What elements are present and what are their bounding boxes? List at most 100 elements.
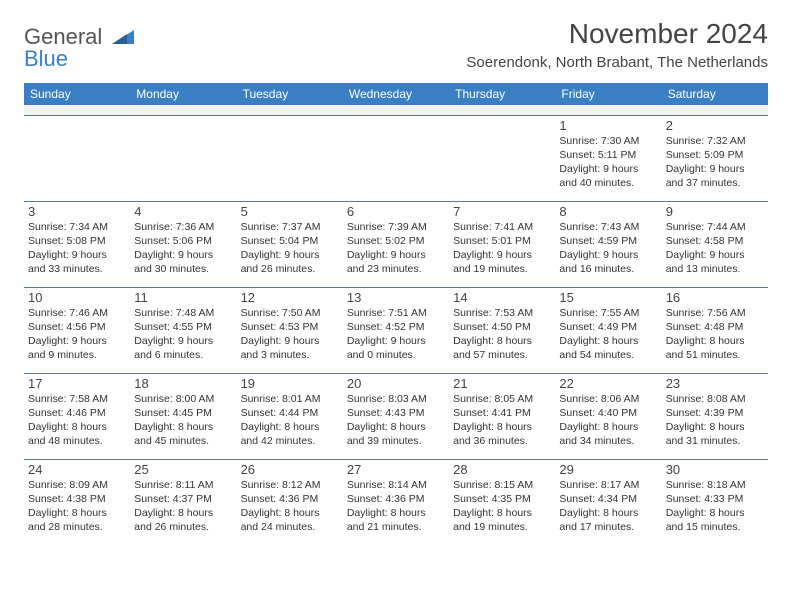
calendar-day-cell: 5Sunrise: 7:37 AMSunset: 5:04 PMDaylight… <box>237 201 343 287</box>
day-info: Sunrise: 7:41 AMSunset: 5:01 PMDaylight:… <box>453 220 551 277</box>
day-info: Sunrise: 7:44 AMSunset: 4:58 PMDaylight:… <box>666 220 764 277</box>
sunrise-line: Sunrise: 7:50 AM <box>241 306 339 320</box>
daylight-line: Daylight: 8 hours and 34 minutes. <box>559 420 657 448</box>
calendar-day-cell: 15Sunrise: 7:55 AMSunset: 4:49 PMDayligh… <box>555 287 661 373</box>
sunset-line: Sunset: 4:33 PM <box>666 492 764 506</box>
calendar-day-cell: 30Sunrise: 8:18 AMSunset: 4:33 PMDayligh… <box>662 459 768 545</box>
day-header: Thursday <box>449 83 555 105</box>
day-number: 25 <box>134 462 232 477</box>
day-number: 24 <box>28 462 126 477</box>
day-number: 10 <box>28 290 126 305</box>
sunset-line: Sunset: 4:55 PM <box>134 320 232 334</box>
sunrise-line: Sunrise: 8:12 AM <box>241 478 339 492</box>
day-number: 8 <box>559 204 657 219</box>
blank-row <box>24 105 768 115</box>
sunrise-line: Sunrise: 8:05 AM <box>453 392 551 406</box>
day-info: Sunrise: 8:15 AMSunset: 4:35 PMDaylight:… <box>453 478 551 535</box>
sunrise-line: Sunrise: 7:37 AM <box>241 220 339 234</box>
sunset-line: Sunset: 4:52 PM <box>347 320 445 334</box>
day-info: Sunrise: 7:43 AMSunset: 4:59 PMDaylight:… <box>559 220 657 277</box>
day-info: Sunrise: 7:58 AMSunset: 4:46 PMDaylight:… <box>28 392 126 449</box>
sunset-line: Sunset: 4:36 PM <box>347 492 445 506</box>
sunrise-line: Sunrise: 8:17 AM <box>559 478 657 492</box>
page-title: November 2024 <box>466 18 768 50</box>
sunset-line: Sunset: 4:50 PM <box>453 320 551 334</box>
day-number: 22 <box>559 376 657 391</box>
daylight-line: Daylight: 8 hours and 19 minutes. <box>453 506 551 534</box>
daylight-line: Daylight: 9 hours and 3 minutes. <box>241 334 339 362</box>
calendar-day-cell: 20Sunrise: 8:03 AMSunset: 4:43 PMDayligh… <box>343 373 449 459</box>
daylight-line: Daylight: 9 hours and 33 minutes. <box>28 248 126 276</box>
calendar-day-cell: 19Sunrise: 8:01 AMSunset: 4:44 PMDayligh… <box>237 373 343 459</box>
calendar-day-cell: 18Sunrise: 8:00 AMSunset: 4:45 PMDayligh… <box>130 373 236 459</box>
sunrise-line: Sunrise: 7:43 AM <box>559 220 657 234</box>
day-info: Sunrise: 7:56 AMSunset: 4:48 PMDaylight:… <box>666 306 764 363</box>
daylight-line: Daylight: 8 hours and 17 minutes. <box>559 506 657 534</box>
day-number: 13 <box>347 290 445 305</box>
calendar-day-cell <box>130 115 236 201</box>
calendar-day-cell: 11Sunrise: 7:48 AMSunset: 4:55 PMDayligh… <box>130 287 236 373</box>
calendar-day-cell: 29Sunrise: 8:17 AMSunset: 4:34 PMDayligh… <box>555 459 661 545</box>
day-number: 9 <box>666 204 764 219</box>
day-info: Sunrise: 8:05 AMSunset: 4:41 PMDaylight:… <box>453 392 551 449</box>
sunrise-line: Sunrise: 7:58 AM <box>28 392 126 406</box>
daylight-line: Daylight: 8 hours and 28 minutes. <box>28 506 126 534</box>
day-info: Sunrise: 7:48 AMSunset: 4:55 PMDaylight:… <box>134 306 232 363</box>
sunset-line: Sunset: 5:09 PM <box>666 148 764 162</box>
day-number: 18 <box>134 376 232 391</box>
sunrise-line: Sunrise: 8:00 AM <box>134 392 232 406</box>
calendar-day-cell: 16Sunrise: 7:56 AMSunset: 4:48 PMDayligh… <box>662 287 768 373</box>
daylight-line: Daylight: 8 hours and 57 minutes. <box>453 334 551 362</box>
sunrise-line: Sunrise: 7:39 AM <box>347 220 445 234</box>
day-header: Monday <box>130 83 236 105</box>
sunrise-line: Sunrise: 7:46 AM <box>28 306 126 320</box>
day-header: Tuesday <box>237 83 343 105</box>
sunset-line: Sunset: 4:36 PM <box>241 492 339 506</box>
day-number: 29 <box>559 462 657 477</box>
sunrise-line: Sunrise: 8:11 AM <box>134 478 232 492</box>
calendar-day-cell: 12Sunrise: 7:50 AMSunset: 4:53 PMDayligh… <box>237 287 343 373</box>
day-info: Sunrise: 8:14 AMSunset: 4:36 PMDaylight:… <box>347 478 445 535</box>
day-info: Sunrise: 7:34 AMSunset: 5:08 PMDaylight:… <box>28 220 126 277</box>
calendar-day-cell: 27Sunrise: 8:14 AMSunset: 4:36 PMDayligh… <box>343 459 449 545</box>
daylight-line: Daylight: 8 hours and 31 minutes. <box>666 420 764 448</box>
day-number: 23 <box>666 376 764 391</box>
day-info: Sunrise: 7:39 AMSunset: 5:02 PMDaylight:… <box>347 220 445 277</box>
day-info: Sunrise: 8:03 AMSunset: 4:43 PMDaylight:… <box>347 392 445 449</box>
day-info: Sunrise: 8:09 AMSunset: 4:38 PMDaylight:… <box>28 478 126 535</box>
day-info: Sunrise: 7:53 AMSunset: 4:50 PMDaylight:… <box>453 306 551 363</box>
sunset-line: Sunset: 4:38 PM <box>28 492 126 506</box>
day-header: Wednesday <box>343 83 449 105</box>
day-number: 27 <box>347 462 445 477</box>
sunrise-line: Sunrise: 7:32 AM <box>666 134 764 148</box>
daylight-line: Daylight: 9 hours and 16 minutes. <box>559 248 657 276</box>
day-number: 7 <box>453 204 551 219</box>
daylight-line: Daylight: 8 hours and 51 minutes. <box>666 334 764 362</box>
day-number: 21 <box>453 376 551 391</box>
calendar-day-cell: 1Sunrise: 7:30 AMSunset: 5:11 PMDaylight… <box>555 115 661 201</box>
day-info: Sunrise: 7:46 AMSunset: 4:56 PMDaylight:… <box>28 306 126 363</box>
day-header: Friday <box>555 83 661 105</box>
sunrise-line: Sunrise: 8:01 AM <box>241 392 339 406</box>
calendar-day-cell <box>449 115 555 201</box>
daylight-line: Daylight: 8 hours and 39 minutes. <box>347 420 445 448</box>
logo: General Blue <box>24 18 134 70</box>
logo-text-2: Blue <box>24 46 68 71</box>
sunrise-line: Sunrise: 7:48 AM <box>134 306 232 320</box>
sunset-line: Sunset: 5:02 PM <box>347 234 445 248</box>
daylight-line: Daylight: 9 hours and 13 minutes. <box>666 248 764 276</box>
daylight-line: Daylight: 9 hours and 0 minutes. <box>347 334 445 362</box>
sunrise-line: Sunrise: 7:36 AM <box>134 220 232 234</box>
day-info: Sunrise: 8:00 AMSunset: 4:45 PMDaylight:… <box>134 392 232 449</box>
sunrise-line: Sunrise: 7:56 AM <box>666 306 764 320</box>
day-number: 16 <box>666 290 764 305</box>
calendar-day-cell: 28Sunrise: 8:15 AMSunset: 4:35 PMDayligh… <box>449 459 555 545</box>
calendar-day-cell: 26Sunrise: 8:12 AMSunset: 4:36 PMDayligh… <box>237 459 343 545</box>
calendar-day-cell: 8Sunrise: 7:43 AMSunset: 4:59 PMDaylight… <box>555 201 661 287</box>
sunset-line: Sunset: 4:44 PM <box>241 406 339 420</box>
daylight-line: Daylight: 8 hours and 24 minutes. <box>241 506 339 534</box>
day-info: Sunrise: 7:50 AMSunset: 4:53 PMDaylight:… <box>241 306 339 363</box>
sunset-line: Sunset: 4:43 PM <box>347 406 445 420</box>
calendar-day-cell: 22Sunrise: 8:06 AMSunset: 4:40 PMDayligh… <box>555 373 661 459</box>
sunrise-line: Sunrise: 8:18 AM <box>666 478 764 492</box>
